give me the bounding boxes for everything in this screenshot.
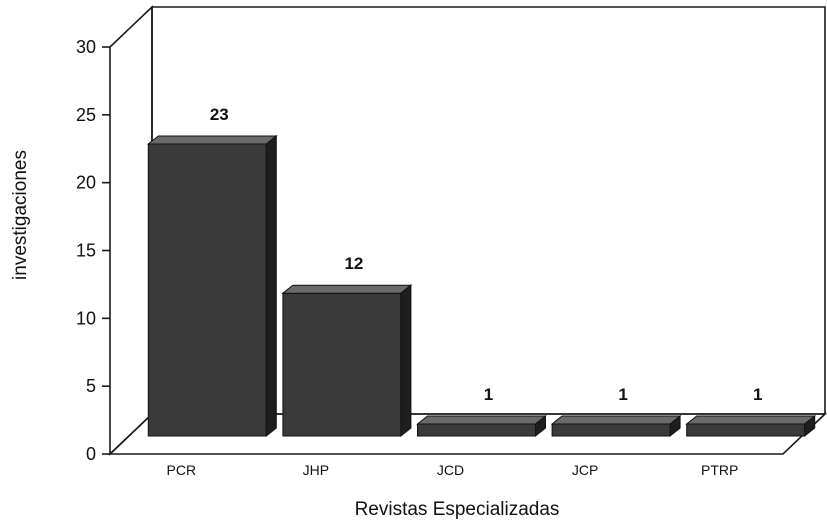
bar-side (535, 414, 546, 438)
y-tick-label: 15 (76, 241, 96, 261)
data-label: 1 (484, 385, 493, 404)
x-tick-label: JCP (572, 462, 598, 478)
y-axis-title: investigaciones (10, 150, 31, 280)
bars (146, 134, 817, 438)
bar-top (281, 284, 413, 294)
bar-pcr (147, 143, 267, 437)
bar-side (804, 414, 816, 438)
bar-jcp (551, 423, 671, 437)
x-tick-label: JCD (437, 462, 464, 478)
data-label: 23 (210, 105, 229, 124)
bar-top (146, 135, 278, 145)
data-label: 1 (618, 385, 627, 404)
x-axis-title: Revistas Especializadas (355, 499, 560, 520)
data-label: 1 (753, 385, 762, 404)
y-tick-label: 25 (76, 105, 96, 125)
x-tick-label: JHP (303, 462, 329, 478)
bar-jcd (417, 423, 536, 437)
bar-side (400, 284, 412, 438)
y-tick-label: 30 (76, 37, 96, 57)
y-tick-label: 0 (86, 444, 96, 464)
bar-ptrp (686, 423, 806, 437)
y-tick-label: 10 (76, 308, 96, 328)
bar-top (416, 415, 547, 425)
data-labels: 23 12 1 1 1 (210, 105, 763, 404)
x-tick-label: PTRP (701, 462, 738, 478)
x-axis: PCR JHP JCD JCP PTRP (167, 462, 739, 478)
y-tick-label: 5 (86, 376, 96, 396)
x-tick-label: PCR (167, 462, 197, 478)
bar-top (550, 415, 682, 425)
bar-jhp (282, 292, 402, 437)
bar-side (265, 134, 277, 438)
bar-top (685, 415, 817, 425)
y-tick-label: 20 (76, 173, 96, 193)
left-wall (109, 5, 153, 456)
data-label: 12 (344, 254, 363, 273)
floor (108, 413, 827, 455)
bar-side (669, 414, 681, 438)
y-axis: 0 5 10 15 20 25 30 (76, 37, 110, 464)
